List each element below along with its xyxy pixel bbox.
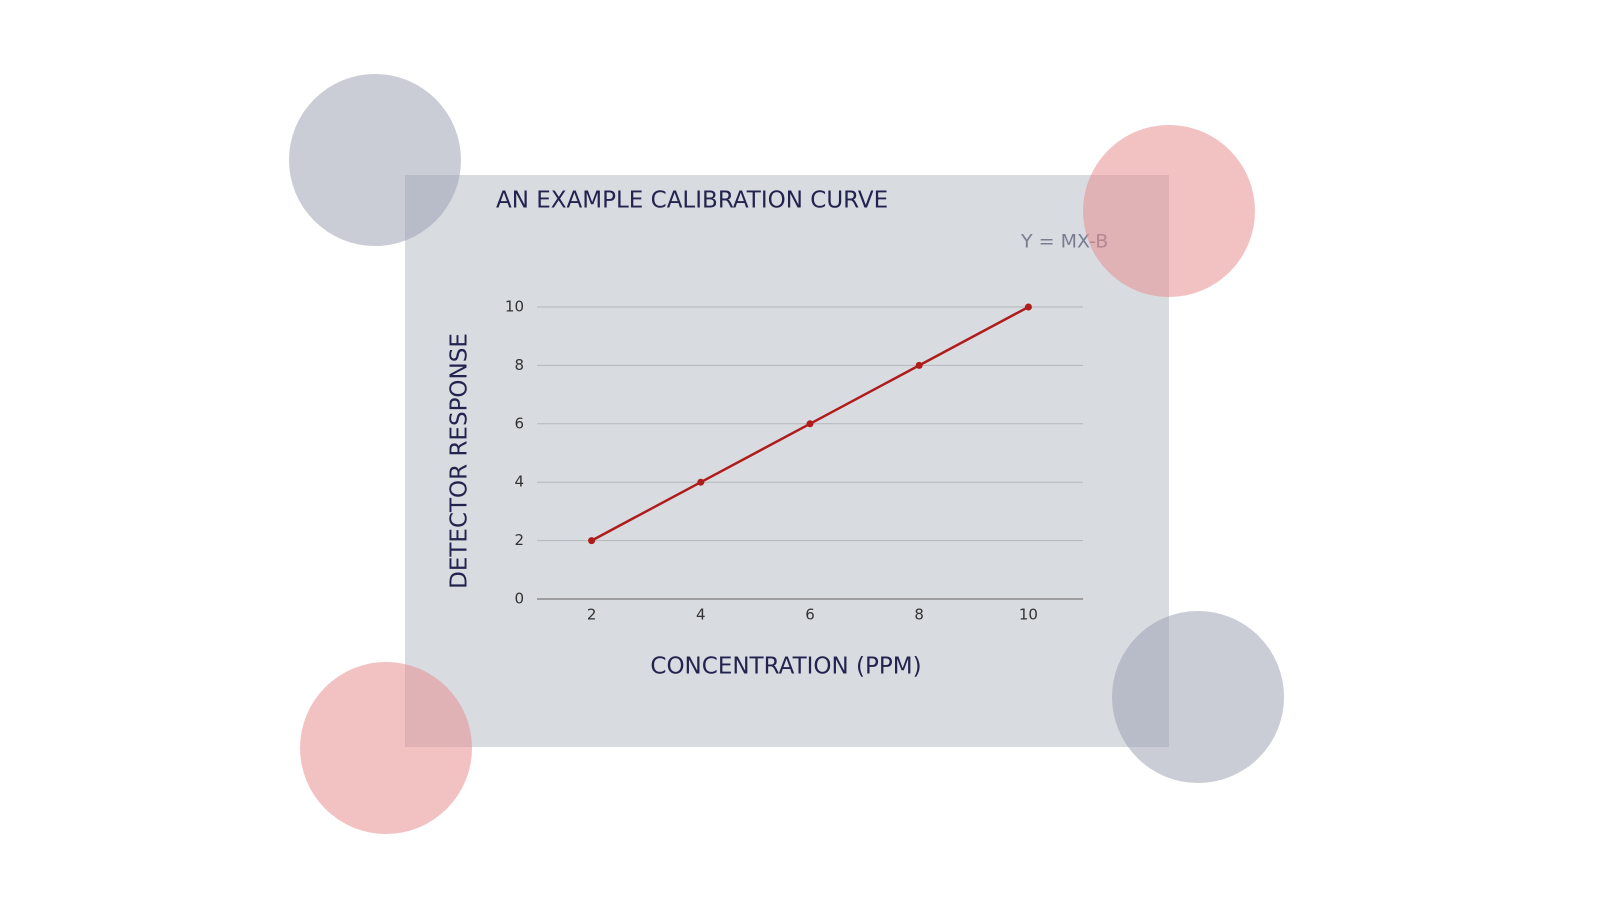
- point: [1024, 303, 1032, 311]
- y-axis-label: DETECTOR RESPONSE: [447, 333, 473, 589]
- point: [806, 420, 814, 428]
- point: [915, 361, 923, 369]
- x-tick-label: 2: [587, 606, 597, 624]
- point: [588, 537, 596, 545]
- decor-circle: [289, 74, 461, 246]
- point: [697, 478, 705, 486]
- decor-circle: [1083, 125, 1255, 297]
- decor-circle: [300, 662, 472, 834]
- y-tick-label: 0: [514, 590, 524, 608]
- x-tick-label: 4: [696, 606, 706, 624]
- chart-title: AN EXAMPLE CALIBRATION CURVE: [496, 188, 888, 214]
- annotation: Y = MX-B: [1020, 231, 1108, 253]
- y-tick-label: 6: [514, 414, 524, 432]
- panel: [405, 175, 1169, 747]
- y-tick-label: 8: [514, 356, 524, 374]
- decor-circle: [1112, 611, 1284, 783]
- y-tick-label: 4: [514, 473, 524, 491]
- x-tick-label: 6: [805, 606, 815, 624]
- x-tick-label: 10: [1019, 606, 1038, 624]
- x-axis-label: CONCENTRATION (PPM): [650, 654, 921, 680]
- y-tick-label: 2: [514, 531, 524, 549]
- x-tick-label: 8: [914, 606, 924, 624]
- y-tick-label: 10: [505, 298, 524, 316]
